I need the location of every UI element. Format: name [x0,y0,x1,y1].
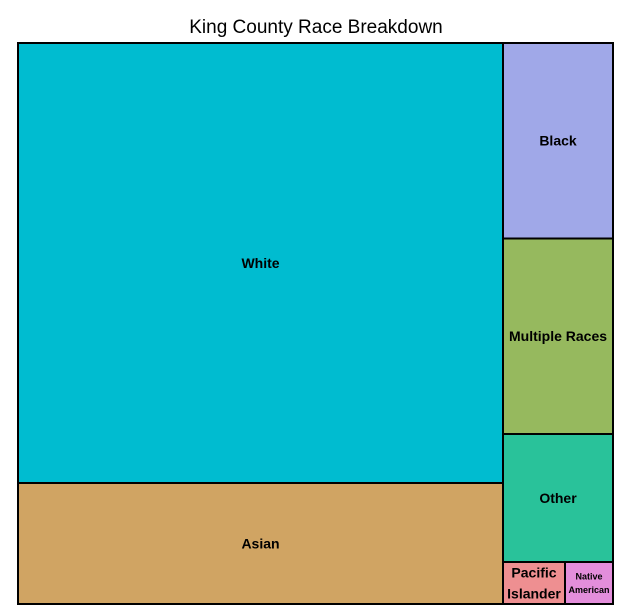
tile-label-multiple-races: Multiple Races [509,328,607,344]
tile-label-native-american: Native American [568,571,609,595]
tile-asian [17,482,504,605]
tile-label-white: White [241,255,279,271]
tile-multiple-races [502,237,614,435]
tile-other [502,433,614,563]
tile-label-other: Other [539,490,577,506]
tile-native-american [564,561,614,605]
tile-label-asian: Asian [241,535,279,551]
tile-label-black: Black [539,133,577,149]
tile-black [502,42,614,240]
chart-title: King County Race Breakdown [189,17,443,38]
tile-pacific-islander [502,561,566,605]
tile-label-pacific-islander: Pacific Islander [507,564,561,601]
